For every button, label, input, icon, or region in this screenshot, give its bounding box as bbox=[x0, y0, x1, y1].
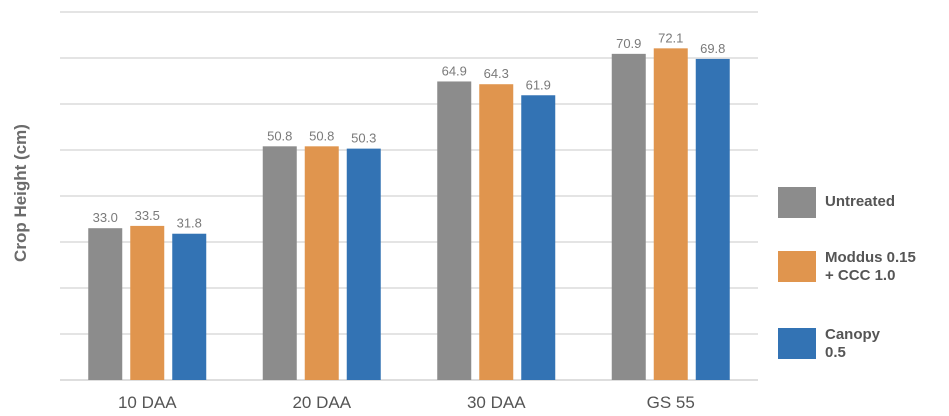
value-label: 33.5 bbox=[135, 208, 160, 223]
value-label: 69.8 bbox=[700, 41, 725, 56]
bar bbox=[262, 146, 297, 380]
legend-label-canopy: Canopy 0.5 bbox=[825, 326, 881, 361]
value-label: 70.9 bbox=[616, 36, 641, 51]
legend-item-untreated: Untreated bbox=[778, 187, 895, 218]
bar bbox=[437, 81, 472, 381]
bar bbox=[172, 233, 207, 380]
value-label: 33.0 bbox=[93, 210, 118, 225]
bar bbox=[695, 58, 730, 381]
category-label: 10 DAA bbox=[118, 393, 177, 412]
y-axis-label: Crop Height (cm) bbox=[11, 124, 30, 262]
value-label: 61.9 bbox=[526, 77, 551, 92]
legend-label-moddus: Moddus 0.15 + CCC 1.0 bbox=[825, 249, 916, 284]
value-label: 64.3 bbox=[484, 66, 509, 81]
category-label: 20 DAA bbox=[292, 393, 351, 412]
bar bbox=[346, 148, 381, 380]
category-labels: 10 DAA 20 DAA 30 DAA GS 55 bbox=[118, 393, 695, 412]
value-label: 72.1 bbox=[658, 30, 683, 45]
legend-swatch-moddus bbox=[778, 251, 816, 282]
bar bbox=[88, 228, 123, 380]
bar bbox=[653, 48, 688, 381]
value-label: 50.3 bbox=[351, 131, 376, 146]
value-label: 31.8 bbox=[177, 216, 202, 231]
legend-item-moddus: Moddus 0.15 + CCC 1.0 bbox=[778, 249, 916, 285]
legend-swatch-canopy bbox=[778, 328, 816, 359]
legend-label-untreated: Untreated bbox=[825, 193, 896, 210]
bars bbox=[88, 48, 730, 381]
bar bbox=[611, 53, 646, 381]
legend-swatch-untreated bbox=[778, 187, 816, 218]
legend-item-canopy: Canopy 0.5 bbox=[778, 326, 881, 362]
value-label: 50.8 bbox=[267, 128, 292, 143]
value-label: 64.9 bbox=[442, 63, 467, 78]
value-labels: 33.0 33.5 31.8 50.8 50.8 50.3 64.9 64.3 61.9 70.9… bbox=[93, 30, 726, 230]
bar bbox=[479, 84, 514, 380]
category-label: GS 55 bbox=[647, 393, 695, 412]
bar bbox=[521, 95, 556, 380]
value-label: 50.8 bbox=[309, 128, 334, 143]
legend: Untreated Moddus 0.15 + CCC 1.0 Canopy 0… bbox=[778, 0, 949, 416]
bar bbox=[304, 146, 339, 380]
gridlines bbox=[60, 11, 758, 381]
bar bbox=[130, 225, 165, 380]
category-label: 30 DAA bbox=[467, 393, 526, 412]
